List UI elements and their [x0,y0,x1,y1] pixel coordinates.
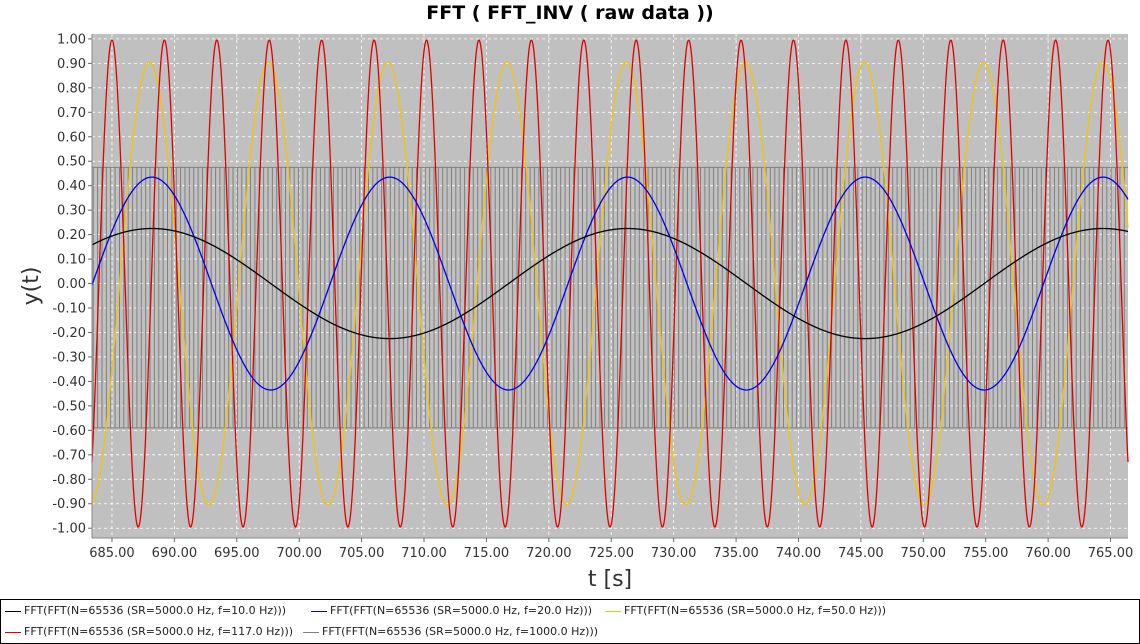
y-tick-label: -0.90 [52,497,86,512]
legend-label: FFT(FFT(N=65536 (SR=5000.0 Hz, f=50.0 Hz… [624,604,887,617]
x-tick-label: 690.00 [152,546,198,561]
legend-swatch [5,631,21,633]
legend-item: FFT(FFT(N=65536 (SR=5000.0 Hz, f=20.0 Hz… [311,601,592,621]
y-tick-label: 0.60 [57,130,86,145]
y-tick-label: 0.10 [57,253,86,268]
x-tick-label: 710.00 [401,546,447,561]
legend-label: FFT(FFT(N=65536 (SR=5000.0 Hz, f=1000.0 … [322,625,599,638]
y-tick-label: 0.20 [57,228,86,243]
series-line-1 [91,176,1129,391]
y-axis-ticks: 1.00 0.90 0.80 0.70 0.60 0.50 0.40 0.30 0.20 0.10… [52,32,92,537]
y-tick-label: -0.70 [52,448,86,463]
plot-background [92,34,1128,538]
x-tick-label: 745.00 [838,546,884,561]
y-tick-label: -0.40 [52,375,86,390]
y-tick-label: 0.50 [57,155,86,170]
x-tick-label: 755.00 [963,546,1009,561]
y-tick-label: 0.90 [57,57,86,72]
y-tick-label: 0.80 [57,81,86,96]
legend-label: FFT(FFT(N=65536 (SR=5000.0 Hz, f=10.0 Hz… [24,604,287,617]
legend-item: FFT(FFT(N=65536 (SR=5000.0 Hz, f=10.0 Hz… [5,601,286,621]
legend-swatch [5,610,21,612]
legend-item: FFT(FFT(N=65536 (SR=5000.0 Hz, f=1000.0 … [303,622,598,642]
y-tick-label: 0.00 [57,277,86,292]
y-axis-label: y(t) [19,267,44,306]
legend-swatch [311,610,327,612]
x-tick-label: 695.00 [214,546,260,561]
x-tick-label: 720.00 [526,546,572,561]
x-tick-label: 765.00 [1088,546,1134,561]
x-tick-label: 705.00 [339,546,385,561]
y-tick-label: -0.50 [52,399,86,414]
series-line-3 [91,39,1129,528]
series-line-0 [91,227,1129,340]
x-tick-label: 700.00 [276,546,322,561]
y-tick-label: 1.00 [57,32,86,47]
x-tick-label: 735.00 [713,546,759,561]
chart-title: FFT ( FFT_INV ( raw data )) [426,2,714,24]
x-tick-label: 725.00 [588,546,634,561]
legend: FFT(FFT(N=65536 (SR=5000.0 Hz, f=10.0 Hz… [0,599,1140,644]
y-tick-label: -0.60 [52,424,86,439]
plot-area: 685.00 690.00 695.00 700.00 705.00 710.00 715.… [19,32,1133,592]
x-tick-label: 730.00 [651,546,697,561]
x-tick-label: 685.00 [89,546,135,561]
legend-item: FFT(FFT(N=65536 (SR=5000.0 Hz, f=117.0 H… [5,622,293,642]
y-tick-label: -0.20 [52,326,86,341]
legend-label: FFT(FFT(N=65536 (SR=5000.0 Hz, f=20.0 Hz… [330,604,593,617]
legend-label: FFT(FFT(N=65536 (SR=5000.0 Hz, f=117.0 H… [24,625,294,638]
y-tick-label: -0.30 [52,350,86,365]
y-tick-label: 0.70 [57,106,86,121]
legend-item: FFT(FFT(N=65536 (SR=5000.0 Hz, f=50.0 Hz… [605,601,886,621]
y-tick-label: -0.80 [52,473,86,488]
y-tick-label: -0.10 [52,302,86,317]
series-line-1000hz [92,166,1128,429]
y-tick-label: 0.40 [57,179,86,194]
legend-swatch [605,610,621,612]
x-tick-label: 760.00 [1025,546,1071,561]
y-tick-label: 0.30 [57,204,86,219]
x-axis-label: t [s] [588,567,632,592]
x-tick-label: 750.00 [901,546,947,561]
x-axis-ticks: 685.00 690.00 695.00 700.00 705.00 710.00 715.… [89,538,1133,561]
y-tick-label: -1.00 [52,522,86,537]
series-group [91,39,1129,528]
x-tick-label: 740.00 [776,546,822,561]
series-1000hz-path [92,167,1125,428]
x-tick-label: 715.00 [464,546,510,561]
legend-swatch [303,631,319,633]
